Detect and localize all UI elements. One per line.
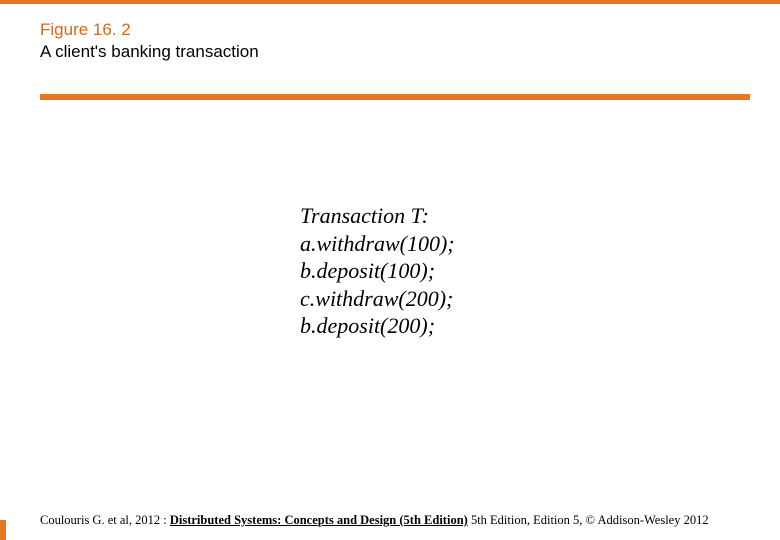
citation-footer: Coulouris G. et al, 2012 : Distributed S… [40, 513, 709, 528]
figure-title: A client's banking transaction [40, 42, 259, 62]
transaction-line: b.deposit(100); [300, 257, 455, 285]
separator-bar [40, 94, 750, 100]
slide: Figure 16. 2 A client's banking transact… [0, 0, 780, 540]
figure-number: Figure 16. 2 [40, 20, 259, 40]
transaction-line: b.deposit(200); [300, 312, 455, 340]
transaction-line: c.withdraw(200); [300, 285, 455, 313]
transaction-block: Transaction T: a.withdraw(100); b.deposi… [300, 202, 455, 340]
citation-title: Distributed Systems: Concepts and Design… [170, 513, 468, 527]
left-accent-strip [0, 520, 6, 540]
transaction-title: Transaction T: [300, 202, 455, 230]
top-accent-bar [0, 0, 780, 4]
citation-suffix: 5th Edition, Edition 5, © Addison-Wesley… [468, 513, 709, 527]
transaction-line: a.withdraw(100); [300, 230, 455, 258]
citation-prefix: Coulouris G. et al, 2012 : [40, 513, 170, 527]
figure-header: Figure 16. 2 A client's banking transact… [40, 20, 259, 62]
